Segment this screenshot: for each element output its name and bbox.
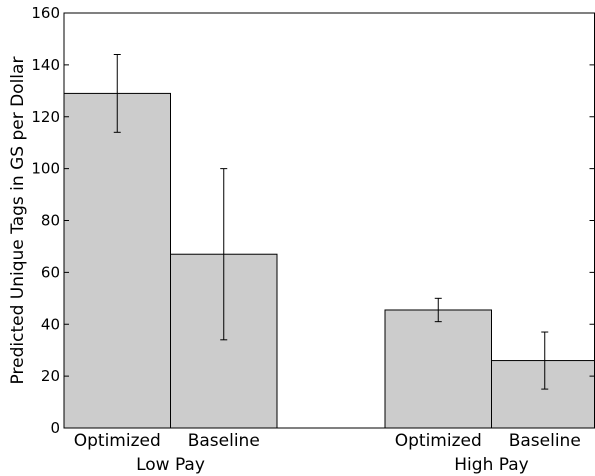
x-axis-labels: Optimized Baseline Low Pay Optimized Baselin… [74, 431, 581, 475]
y-tick-label: 140 [31, 56, 60, 74]
group-label: High Pay [454, 455, 528, 475]
y-tick-label: 100 [31, 160, 60, 178]
y-tick-label: 60 [41, 263, 60, 281]
y-tick-label: 120 [31, 108, 60, 126]
bar-high-pay-baseline [491, 360, 595, 429]
bars-layer [63, 92, 595, 429]
bar-high-pay-optimized [384, 309, 492, 429]
category-label: Baseline [509, 431, 581, 451]
category-label: Optimized [74, 431, 161, 451]
y-tick-label: 80 [41, 212, 60, 230]
bar-low-pay-optimized [63, 92, 171, 429]
error-bars-layer [113, 54, 549, 390]
category-label: Optimized [395, 431, 482, 451]
y-tick-label: 20 [41, 367, 60, 385]
y-axis-ticks: 0 20 40 60 80 100 120 140 160 [31, 4, 595, 437]
y-tick-label: 0 [50, 419, 60, 437]
category-label: Baseline [188, 431, 260, 451]
group-label: Low Pay [136, 455, 205, 475]
y-tick-label: 160 [31, 4, 60, 22]
y-axis-label: Predicted Unique Tags in GS per Dollar [8, 57, 28, 385]
y-tick-label: 40 [41, 315, 60, 333]
